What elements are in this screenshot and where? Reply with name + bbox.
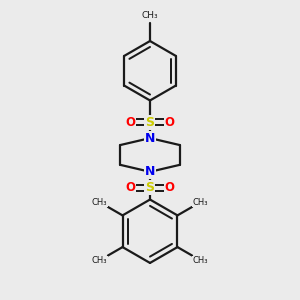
Text: CH₃: CH₃ <box>142 11 158 20</box>
Text: O: O <box>125 116 135 129</box>
Text: N: N <box>145 132 155 145</box>
Text: CH₃: CH₃ <box>193 197 208 206</box>
Text: S: S <box>146 181 154 194</box>
Text: CH₃: CH₃ <box>193 256 208 265</box>
Text: N: N <box>145 165 155 178</box>
Text: CH₃: CH₃ <box>92 197 107 206</box>
Text: O: O <box>165 181 175 194</box>
Text: O: O <box>125 181 135 194</box>
Text: S: S <box>146 116 154 129</box>
Text: O: O <box>165 116 175 129</box>
Text: CH₃: CH₃ <box>92 256 107 265</box>
